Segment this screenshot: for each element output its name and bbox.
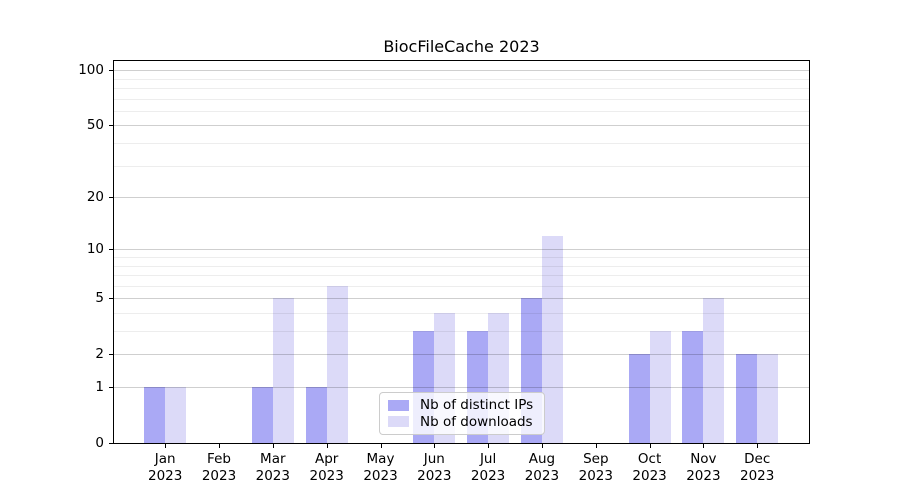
x-tick-mark xyxy=(649,444,651,448)
bar xyxy=(165,387,187,443)
gridline xyxy=(114,298,809,300)
bar xyxy=(541,235,563,443)
x-tick-mark xyxy=(541,444,543,448)
bar xyxy=(628,354,650,443)
gridline xyxy=(114,354,809,356)
gridline xyxy=(114,285,809,287)
y-tick-label: 1 xyxy=(95,378,104,395)
gridline xyxy=(114,197,809,199)
x-tick-label: Nov 2023 xyxy=(686,451,721,484)
bar xyxy=(649,331,671,443)
gridline xyxy=(114,387,809,388)
chart-title: BiocFileCache 2023 xyxy=(383,37,540,56)
y-tick-label: 5 xyxy=(95,289,104,306)
x-tick-label: Feb 2023 xyxy=(201,451,237,484)
x-tick-label: Apr 2023 xyxy=(309,451,344,484)
legend-label-downloads: Nb of downloads xyxy=(420,413,533,430)
x-tick-label: Jan 2023 xyxy=(148,451,183,484)
gridline xyxy=(114,331,809,332)
bar xyxy=(251,387,273,443)
gridline xyxy=(114,98,809,100)
bar xyxy=(326,285,348,443)
gridline xyxy=(114,125,809,127)
legend-row-distinct-ips: Nb of distinct IPs xyxy=(388,397,535,413)
x-tick-mark xyxy=(703,444,705,448)
plot-area xyxy=(113,60,810,444)
x-tick-mark xyxy=(326,444,328,448)
gridline xyxy=(114,165,809,167)
y-tick-mark xyxy=(109,298,113,300)
y-tick-label: 20 xyxy=(86,188,104,205)
x-tick-mark xyxy=(488,444,490,448)
gridline xyxy=(114,313,809,314)
gridline xyxy=(114,275,809,276)
y-tick-label: 10 xyxy=(86,240,104,257)
gridline xyxy=(114,143,809,144)
y-tick-mark xyxy=(109,354,113,356)
x-tick-label: Jul 2023 xyxy=(470,451,506,484)
distinct-ips-swatch-icon xyxy=(388,399,409,411)
x-tick-mark xyxy=(219,444,220,448)
legend-label-distinct-ips: Nb of distinct IPs xyxy=(420,397,534,414)
x-tick-mark xyxy=(165,444,167,448)
bar xyxy=(757,354,779,443)
x-tick-label: Mar 2023 xyxy=(255,451,290,484)
x-tick-label: Dec 2023 xyxy=(740,451,775,484)
x-tick-label: Aug 2023 xyxy=(524,451,560,484)
bar xyxy=(682,331,704,443)
x-tick-mark xyxy=(595,444,597,448)
y-tick-label: 100 xyxy=(78,61,104,78)
y-tick-mark xyxy=(109,125,113,127)
y-tick-mark xyxy=(109,70,113,72)
gridline xyxy=(114,265,809,267)
gridline xyxy=(114,70,809,72)
legend: Nb of distinct IPs Nb of downloads xyxy=(379,392,545,435)
x-tick-mark xyxy=(380,444,382,448)
bar xyxy=(703,298,725,443)
gridline xyxy=(114,257,809,258)
y-tick-label: 50 xyxy=(86,116,104,133)
gridline xyxy=(114,78,809,80)
legend-row-downloads: Nb of downloads xyxy=(388,414,535,430)
x-tick-mark xyxy=(757,444,759,448)
y-tick-mark xyxy=(109,387,113,388)
bar xyxy=(144,387,166,443)
x-tick-label: Oct 2023 xyxy=(632,451,667,484)
x-tick-label: Jun 2023 xyxy=(417,451,452,484)
x-tick-label: Sep 2023 xyxy=(578,451,613,484)
gridline xyxy=(114,249,809,251)
bar xyxy=(736,354,758,443)
gridline xyxy=(114,110,809,112)
x-tick-mark xyxy=(272,444,274,448)
gridline xyxy=(114,88,809,89)
y-tick-label: 0 xyxy=(95,434,104,451)
x-tick-mark xyxy=(434,444,436,448)
downloads-swatch-icon xyxy=(388,416,409,428)
y-tick-label: 2 xyxy=(95,345,104,362)
y-tick-mark xyxy=(109,249,113,251)
bar xyxy=(272,298,294,443)
y-tick-mark xyxy=(109,443,113,444)
y-tick-mark xyxy=(109,197,113,199)
bar xyxy=(305,387,327,443)
x-tick-label: May 2023 xyxy=(363,451,398,484)
